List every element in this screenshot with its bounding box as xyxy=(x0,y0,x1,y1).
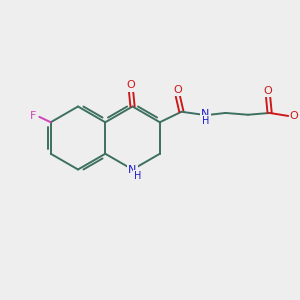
Text: N: N xyxy=(201,109,210,119)
Text: H: H xyxy=(134,171,142,181)
Text: O: O xyxy=(127,80,135,91)
Text: O: O xyxy=(264,86,272,96)
Text: N: N xyxy=(128,165,137,175)
Text: H: H xyxy=(202,116,210,126)
Text: O: O xyxy=(173,85,182,95)
Text: F: F xyxy=(29,111,36,121)
Text: O: O xyxy=(290,111,298,121)
